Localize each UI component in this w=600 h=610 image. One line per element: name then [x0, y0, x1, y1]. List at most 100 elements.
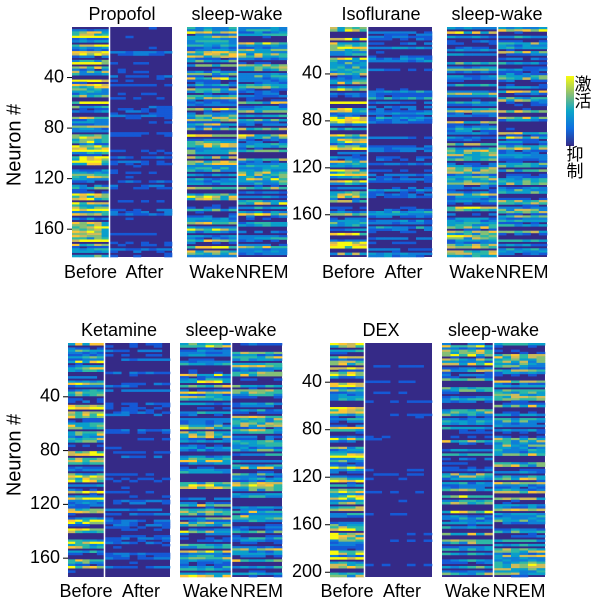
heatmap-cell [360, 183, 368, 185]
heatmap-cell [514, 154, 522, 156]
heatmap-cell [229, 150, 238, 152]
heatmap-cell [265, 420, 274, 423]
heatmap-cell [68, 495, 76, 498]
heatmap-cell [229, 242, 238, 244]
heatmap-cell [157, 132, 165, 134]
heatmap-cell [229, 119, 238, 121]
heatmap-cell [330, 392, 339, 395]
heatmap-cell [102, 117, 110, 119]
heatmap-cell [523, 69, 531, 71]
heatmap-cell [451, 350, 460, 353]
heatmap-cell [121, 478, 129, 481]
heatmap-cell [339, 524, 348, 527]
heatmap-cell [514, 187, 522, 189]
heatmap-cell [110, 134, 118, 136]
heatmap-cell [514, 137, 522, 139]
heatmap-cell [447, 191, 456, 193]
heatmap-cell [97, 383, 105, 386]
heatmap-cell [206, 482, 215, 485]
heatmap-cell [240, 367, 249, 370]
heatmap-cell [339, 350, 348, 353]
heatmap-cell [94, 31, 102, 33]
heatmap-cell [368, 163, 376, 165]
heatmap-cell [232, 520, 241, 523]
heatmap-cell [360, 69, 368, 71]
heatmap-cell [126, 84, 134, 86]
heatmap-cell [330, 112, 338, 114]
heatmap-cell [204, 77, 213, 79]
heatmap-cell [87, 147, 95, 149]
heatmap-cell [514, 62, 522, 64]
heatmap-cell [138, 513, 146, 516]
heatmap-cell [129, 358, 137, 361]
heatmap-cell [232, 573, 241, 576]
heatmap-cell [330, 544, 339, 547]
heatmap-cell [392, 222, 400, 224]
heatmap-cell [489, 40, 498, 42]
heatmap-cell [368, 36, 376, 38]
heatmap-cell [424, 38, 432, 40]
heatmap-cell [121, 526, 129, 529]
heatmap-cell [498, 80, 506, 82]
heatmap-cell [447, 242, 456, 244]
heatmap-cell [249, 385, 258, 388]
heatmap-cell [424, 36, 432, 38]
heatmap-cell [189, 517, 198, 520]
heatmap-cell [204, 108, 213, 110]
heatmap-cell [68, 458, 76, 461]
heatmap-cell [489, 112, 498, 114]
heatmap-cell [214, 575, 223, 578]
heatmap-cell [141, 244, 149, 246]
heatmap-cell [368, 222, 376, 224]
heatmap-cell [75, 381, 83, 384]
heatmap-cell [220, 53, 229, 55]
heatmap-cell [189, 553, 198, 556]
heatmap-cell [392, 112, 400, 114]
heatmap-cell [240, 478, 249, 481]
heatmap-cell [254, 222, 262, 224]
heatmap-cell [392, 209, 400, 211]
heatmap-cell [68, 350, 76, 353]
heatmap-cell [455, 130, 464, 132]
heatmap-cell [72, 29, 80, 31]
heatmap-cell [232, 374, 241, 377]
heatmap-cell [489, 189, 498, 191]
heatmap-cell [360, 187, 368, 189]
heatmap-cell [539, 145, 547, 147]
heatmap-cell [240, 542, 249, 545]
heatmap-cell [87, 45, 95, 47]
heatmap-cell [274, 484, 283, 487]
heatmap-cell [352, 191, 360, 193]
heatmap-cell [506, 189, 514, 191]
heatmap-cell [424, 213, 432, 215]
heatmap-cell [133, 75, 141, 77]
heatmap-cell [90, 420, 98, 423]
heatmap-cell [447, 185, 456, 187]
heatmap-cell [72, 40, 80, 42]
heatmap-cell [249, 354, 258, 357]
heatmap-cell [347, 392, 356, 395]
heatmap-cell [214, 378, 223, 381]
heatmap-cell [220, 38, 229, 40]
heatmap-cell [75, 394, 83, 397]
heatmap-cell [249, 526, 258, 529]
column-label: NREM [230, 581, 283, 601]
heatmap-cell [392, 248, 400, 250]
heatmap-cell [206, 374, 215, 377]
heatmap-cell [257, 409, 266, 412]
heatmap-cell [246, 69, 254, 71]
heatmap-cell [146, 409, 154, 412]
heatmap-cell [254, 108, 262, 110]
heatmap-cell [360, 145, 368, 147]
y-tick-label: 40 [44, 66, 64, 86]
heatmap-cell [249, 480, 258, 483]
heatmap-cell [539, 176, 547, 178]
heatmap-cell [424, 112, 432, 114]
heatmap-cell [214, 354, 223, 357]
heatmap-cell [489, 150, 498, 152]
heatmap-cell [489, 128, 498, 130]
heatmap-cell [204, 42, 213, 44]
heatmap-cell [523, 117, 531, 119]
heatmap-cell [72, 128, 80, 130]
heatmap-cell [189, 566, 198, 569]
